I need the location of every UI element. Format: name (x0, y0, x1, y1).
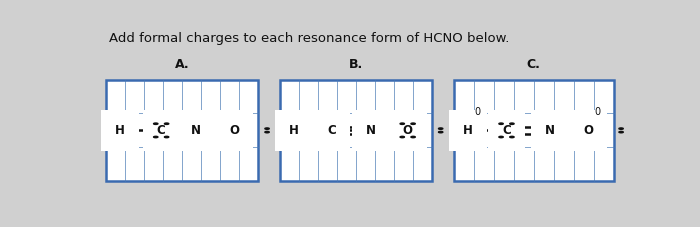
Circle shape (400, 136, 405, 138)
Circle shape (265, 128, 270, 129)
Circle shape (510, 123, 514, 124)
Text: C: C (502, 124, 511, 137)
Circle shape (164, 123, 169, 124)
Text: C: C (157, 124, 165, 137)
Text: O: O (402, 124, 413, 137)
Text: A.: A. (175, 58, 190, 71)
Text: N: N (191, 124, 201, 137)
Circle shape (153, 123, 158, 124)
Text: O: O (229, 124, 239, 137)
Circle shape (510, 136, 514, 138)
Circle shape (411, 123, 415, 124)
Text: C.: C. (527, 58, 540, 71)
Circle shape (164, 136, 169, 138)
Circle shape (619, 128, 623, 129)
Bar (454, 80, 614, 181)
Text: O: O (583, 124, 593, 137)
Text: N: N (366, 124, 376, 137)
Circle shape (499, 136, 503, 138)
Text: Add formal charges to each resonance form of HCNO below.: Add formal charges to each resonance for… (109, 32, 510, 45)
Circle shape (411, 136, 415, 138)
Text: 0: 0 (475, 107, 481, 117)
Circle shape (153, 136, 158, 138)
Text: N: N (545, 124, 554, 137)
Text: H: H (289, 124, 299, 137)
Circle shape (400, 123, 405, 124)
Text: H: H (116, 124, 125, 137)
Circle shape (619, 131, 623, 133)
Circle shape (438, 131, 443, 133)
Bar (106, 80, 258, 181)
Circle shape (499, 123, 503, 124)
Bar (280, 80, 432, 181)
Circle shape (438, 128, 443, 129)
Text: B.: B. (349, 58, 363, 71)
Text: H: H (463, 124, 473, 137)
Text: 0: 0 (595, 107, 601, 117)
Circle shape (265, 131, 270, 133)
Text: C: C (328, 124, 336, 137)
